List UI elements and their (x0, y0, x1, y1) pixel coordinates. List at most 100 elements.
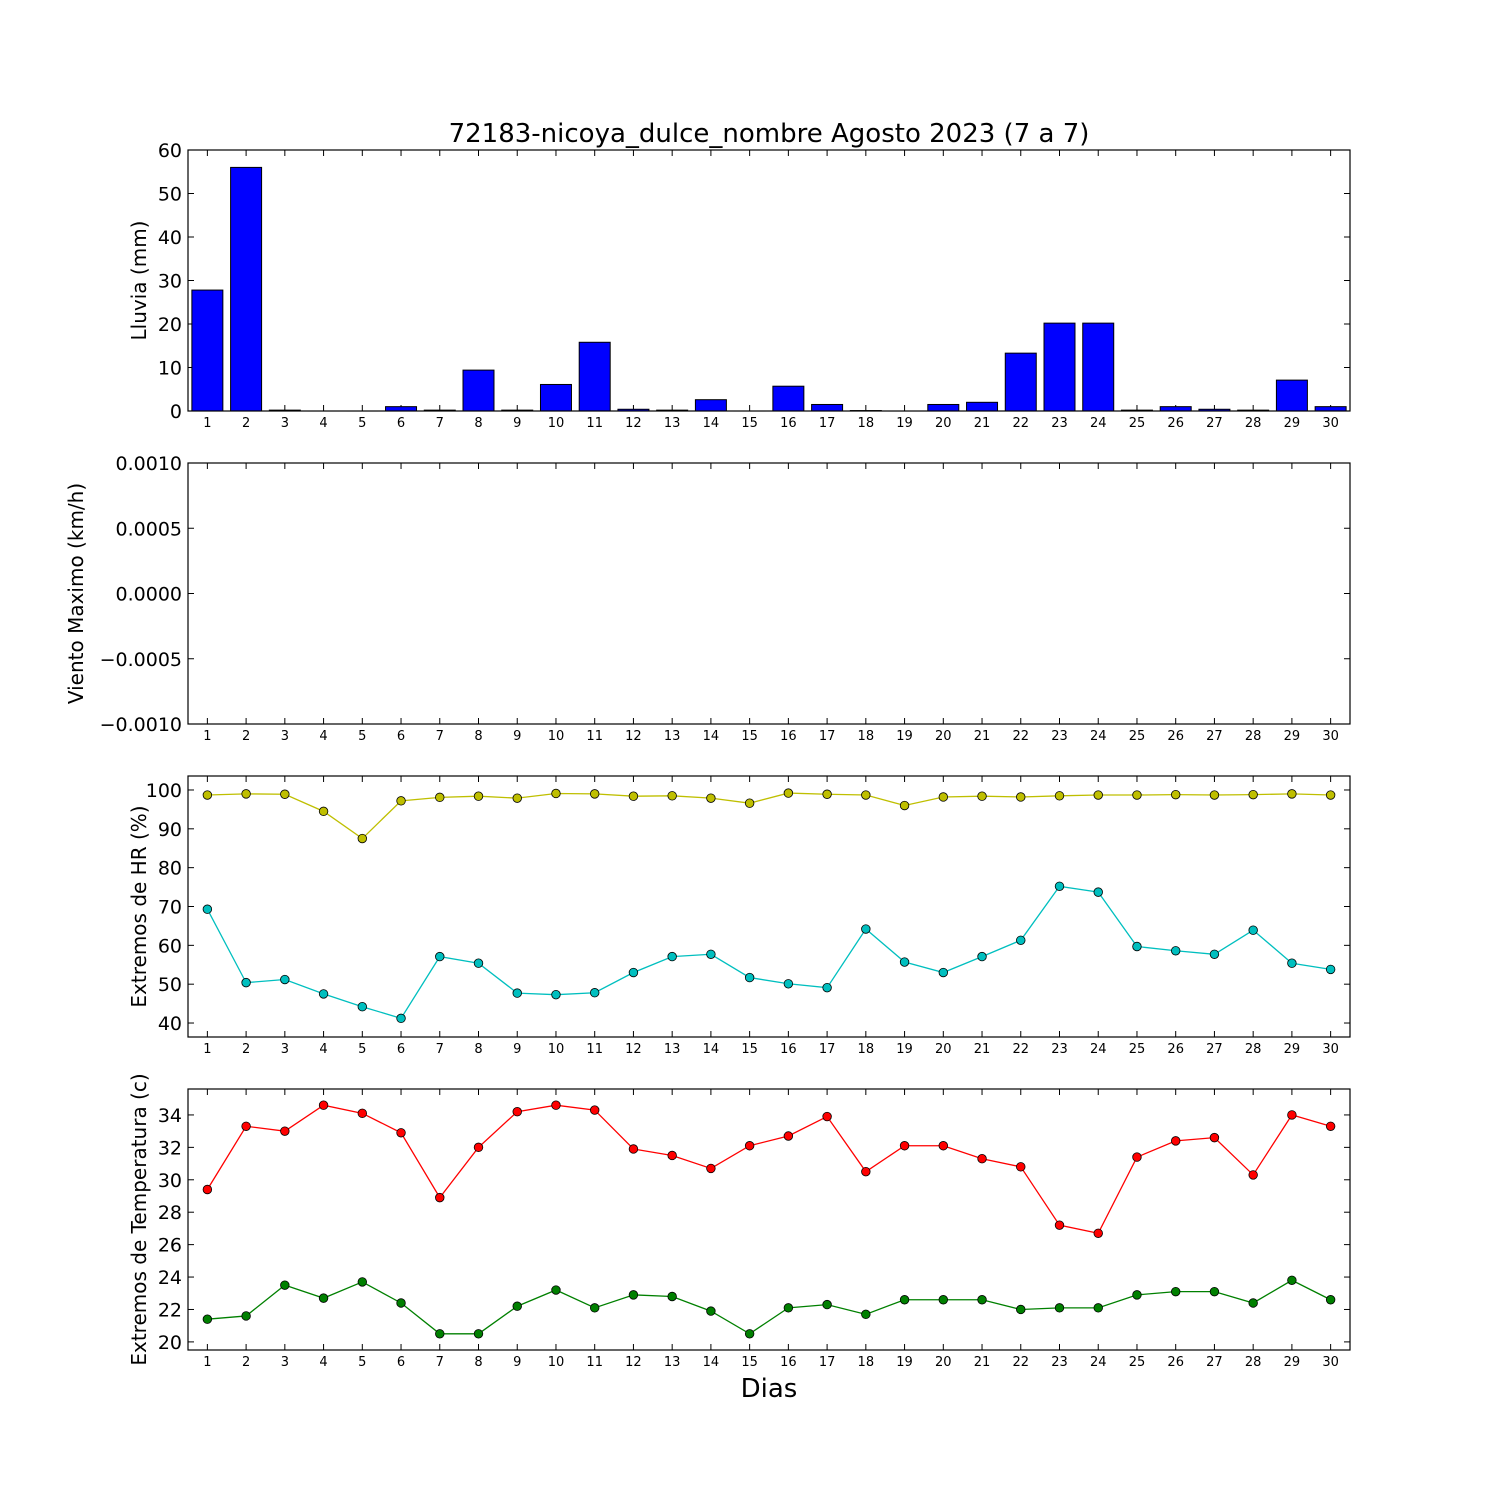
series-point-temperatura-0 (1287, 1110, 1297, 1120)
series-point-hr-0 (706, 793, 716, 803)
x-tick-label: 8 (474, 416, 482, 431)
x-tick-label: 30 (1322, 416, 1339, 431)
series-point-temperatura-1 (202, 1314, 213, 1324)
x-tick-label: 12 (625, 729, 642, 744)
series-point-temperatura-1 (667, 1291, 677, 1302)
y-tick-label: 50 (158, 974, 182, 996)
series-point-temperatura-0 (822, 1111, 832, 1122)
series-point-temperatura-0 (473, 1142, 484, 1153)
x-tick-label: 10 (548, 416, 565, 431)
x-tick-label: 22 (1012, 1042, 1029, 1057)
bar-day-20 (927, 403, 960, 412)
y-tick-label: 100 (146, 780, 182, 802)
series-point-temperatura-1 (357, 1277, 368, 1287)
series-point-temperatura-0 (590, 1105, 600, 1115)
x-tick-label: 10 (548, 1355, 565, 1370)
series-point-temperatura-1 (1016, 1304, 1026, 1315)
plot-frame-hr (187, 775, 1351, 1038)
series-point-hr-0 (1325, 790, 1336, 800)
series-point-hr-1 (357, 1002, 368, 1012)
series-point-temperatura-0 (280, 1126, 290, 1136)
y-tick-label: 80 (158, 858, 182, 880)
x-tick-label: 23 (1051, 1355, 1068, 1370)
y-tick-label: 10 (158, 358, 182, 380)
x-tick-label: 16 (780, 1042, 797, 1057)
x-tick-label: 27 (1206, 729, 1223, 744)
series-point-temperatura-0 (899, 1141, 910, 1151)
y-tick-label: 22 (158, 1299, 182, 1321)
series-point-temperatura-1 (861, 1309, 871, 1320)
x-tick-label: 24 (1090, 1042, 1107, 1057)
bar-day-8 (462, 369, 495, 412)
x-tick-label: 14 (703, 416, 720, 431)
series-point-hr-1 (822, 982, 832, 993)
x-tick-label: 23 (1051, 1042, 1068, 1057)
series-line-hr-1 (206, 885, 1331, 1020)
x-tick-label: 29 (1284, 729, 1301, 744)
y-tick-label: 50 (158, 184, 182, 206)
y-tick-label: 34 (158, 1105, 182, 1127)
series-line-hr-0 (207, 792, 1331, 840)
series-point-hr-1 (473, 958, 484, 968)
x-tick-label: 28 (1245, 416, 1262, 431)
y-tick-label: 26 (158, 1235, 182, 1257)
bar-day-30 (1314, 406, 1347, 412)
y-tick-label: 90 (158, 819, 182, 841)
y-tick-label: 32 (158, 1137, 182, 1159)
x-tick-label: 12 (625, 416, 642, 431)
subplot-temperatura: Extremos de Temperatura (c) 2022242628303… (127, 1073, 1351, 1370)
series-point-hr-0 (1093, 790, 1103, 800)
series-point-hr-1 (512, 988, 522, 998)
x-tick-label: 4 (319, 1355, 327, 1370)
series-point-hr-0 (1209, 790, 1220, 800)
series-point-temperatura-1 (1093, 1303, 1103, 1313)
x-tick-label: 26 (1167, 1355, 1184, 1370)
x-tick-label: 20 (935, 729, 952, 744)
x-tick-label: 16 (780, 416, 797, 431)
series-point-hr-0 (1054, 791, 1065, 801)
series-point-temperatura-1 (435, 1329, 445, 1339)
x-tick-label: 5 (358, 1355, 366, 1370)
series-point-temperatura-1 (744, 1329, 755, 1339)
series-point-hr-1 (1325, 964, 1336, 975)
series-point-temperatura-0 (667, 1150, 677, 1161)
x-tick-label: 29 (1284, 1042, 1301, 1057)
series-point-hr-0 (628, 791, 639, 801)
x-tick-label: 4 (319, 1042, 327, 1057)
series-point-hr-0 (512, 793, 522, 803)
series-point-hr-0 (1287, 789, 1297, 799)
series-point-temperatura-1 (938, 1295, 949, 1305)
series-point-hr-1 (280, 974, 290, 985)
x-tick-label: 7 (436, 1042, 444, 1057)
series-point-hr-1 (1054, 881, 1065, 892)
x-tick-label: 12 (625, 1042, 642, 1057)
series-point-hr-0 (551, 788, 561, 799)
x-tick-label: 9 (513, 1355, 521, 1370)
x-tick-label: 24 (1090, 1355, 1107, 1370)
series-point-hr-1 (551, 989, 561, 1000)
series-point-hr-1 (706, 949, 716, 959)
series-point-temperatura-0 (1132, 1152, 1142, 1162)
x-tick-label: 30 (1322, 729, 1339, 744)
y-tick-label: 0.0000 (116, 584, 182, 606)
y-axis-label-viento: Viento Maximo (km/h) (64, 483, 88, 704)
series-point-temperatura-0 (241, 1121, 251, 1131)
x-tick-label: 20 (935, 1042, 952, 1057)
series-line-temperatura-1 (207, 1279, 1331, 1335)
series-point-temperatura-1 (628, 1290, 639, 1300)
series-point-temperatura-1 (1132, 1290, 1142, 1300)
series-point-hr-1 (938, 967, 949, 978)
x-tick-label: 11 (586, 1355, 603, 1370)
x-tick-label: 15 (741, 1042, 758, 1057)
x-tick-label: 3 (281, 1355, 289, 1370)
series-point-hr-1 (396, 1013, 406, 1024)
series-point-hr-1 (1248, 925, 1258, 935)
series-point-temperatura-1 (241, 1311, 251, 1321)
series-point-hr-0 (1016, 792, 1026, 802)
series-point-temperatura-0 (1016, 1162, 1026, 1172)
series-point-temperatura-1 (1054, 1303, 1065, 1313)
series-point-temperatura-1 (899, 1295, 910, 1305)
x-tick-label: 26 (1167, 416, 1184, 431)
x-tick-label: 27 (1206, 1042, 1223, 1057)
